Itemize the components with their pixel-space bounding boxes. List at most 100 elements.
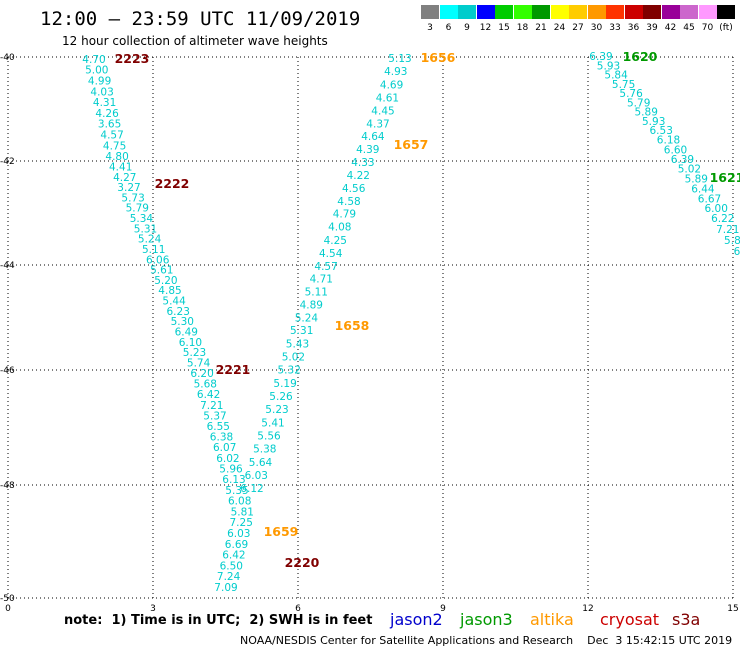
satellite-legend-item: altika xyxy=(530,610,574,629)
scale-label: (ft) xyxy=(719,23,733,33)
swh-value-track-b: 5.32 xyxy=(278,365,301,377)
swh-value-track-a: 6.03 xyxy=(227,528,250,540)
y-tick-label: -42 xyxy=(0,157,15,167)
swh-value-track-a: 5.81 xyxy=(231,506,254,518)
swh-value-track-a: 6.20 xyxy=(190,368,213,380)
scale-swatch xyxy=(439,5,458,19)
swh-value-track-a: 6.02 xyxy=(216,453,239,465)
scale-label: 3 xyxy=(427,23,433,33)
pass-time-label: 1656 xyxy=(421,50,456,65)
x-tick-label: 15 xyxy=(727,604,738,614)
x-tick-label: 9 xyxy=(440,604,446,614)
scale-label: 21 xyxy=(535,23,547,33)
swh-value-track-a: 5.35 xyxy=(225,485,248,497)
pass-time-label: 1659 xyxy=(264,524,299,539)
scale-swatch xyxy=(606,5,624,19)
swh-value-track-a: 4.03 xyxy=(90,86,113,98)
scale-label: 36 xyxy=(627,23,640,33)
scale-swatch xyxy=(513,5,532,19)
y-axis-ticks: -40 -42 -44 -46 -48 -50 xyxy=(0,53,15,604)
swh-value-track-b: 4.58 xyxy=(337,196,360,208)
swh-value-track-c: 7.21 xyxy=(716,224,739,236)
swh-value-track-b: 4.39 xyxy=(356,144,379,156)
swh-value-track-a: 5.31 xyxy=(134,223,157,235)
swh-value-track-a: 7.21 xyxy=(200,400,223,412)
swh-value-track-c: 6.53 xyxy=(650,125,673,137)
scale-swatch xyxy=(680,5,698,19)
map-grid xyxy=(7,56,734,599)
swh-value-track-c: 6.39 xyxy=(671,154,694,166)
swh-value-track-c: 5.8 xyxy=(724,235,740,247)
pass-time-label: 1658 xyxy=(335,318,370,333)
swh-value-track-a: 6.23 xyxy=(167,306,190,318)
swh-value-track-a: 5.79 xyxy=(126,203,149,215)
swh-value-track-a: 7.09 xyxy=(214,582,237,594)
scale-label: 70 xyxy=(701,23,714,33)
swh-value-track-c: 6.60 xyxy=(664,144,687,156)
page-title: 12:00 — 23:59 UTC 11/09/2019 xyxy=(40,8,361,30)
scale-swatch xyxy=(624,5,643,19)
swh-value-track-b: 4.89 xyxy=(300,299,323,311)
pass-time-label: 2222 xyxy=(155,176,190,191)
swh-value-track-c: 5.89 xyxy=(685,173,708,185)
swh-value-track-b: 4.45 xyxy=(371,106,394,118)
pass-time-label: 2223 xyxy=(115,51,150,66)
scale-label: 30 xyxy=(590,23,603,33)
y-tick-label: -48 xyxy=(0,481,15,491)
swh-value-track-c: 6.18 xyxy=(657,135,680,147)
swh-value-track-b: 4.79 xyxy=(333,209,356,221)
scale-swatch xyxy=(643,5,661,19)
swh-value-track-a: 4.41 xyxy=(109,162,132,174)
scale-swatch xyxy=(458,5,476,19)
swh-value-track-a: 6.55 xyxy=(207,421,230,433)
swh-value-track-a: 6.08 xyxy=(228,496,251,508)
swh-value-track-c: 6.39 xyxy=(589,51,612,63)
scale-swatch xyxy=(421,5,439,19)
swh-value-track-a: 4.57 xyxy=(100,130,123,142)
swh-value-track-c: 5.89 xyxy=(635,107,658,119)
swh-value-track-b: 5.11 xyxy=(305,287,328,299)
pass-time-label: 1657 xyxy=(394,137,429,152)
swh-value-track-b: 5.31 xyxy=(290,325,313,337)
altimeter-tracks: 4.705.004.994.034.314.263.654.574.754.80… xyxy=(82,51,740,594)
swh-value-track-a: 4.75 xyxy=(103,140,126,152)
swh-value-track-a: 5.74 xyxy=(187,357,211,369)
swh-value-track-a: 5.00 xyxy=(85,65,108,77)
swh-value-track-c: 6.67 xyxy=(698,193,721,205)
swh-value-track-a: 6.38 xyxy=(210,432,233,444)
swh-value-track-c: 5.93 xyxy=(597,60,620,72)
y-tick-label: -40 xyxy=(0,53,15,63)
footnote: note: 1) Time is in UTC; 2) SWH is in fe… xyxy=(64,613,373,628)
swh-value-track-a: 6.49 xyxy=(175,327,198,339)
swh-value-track-c: 5.76 xyxy=(619,88,643,100)
swh-value-track-a: 6.13 xyxy=(222,474,245,486)
scale-swatch xyxy=(717,5,735,19)
swh-value-track-a: 4.31 xyxy=(93,97,116,109)
swh-value-track-a: 6.50 xyxy=(220,560,243,572)
swh-value-track-a: 5.30 xyxy=(171,316,194,328)
scale-label: 33 xyxy=(609,23,621,33)
scale-swatch xyxy=(532,5,550,19)
swh-value-track-a: 5.34 xyxy=(130,213,154,225)
swh-value-track-a: 5.37 xyxy=(203,410,226,422)
scale-label: 39 xyxy=(646,23,658,33)
scale-label: 9 xyxy=(464,23,470,33)
swh-value-track-a: 4.85 xyxy=(158,285,181,297)
x-tick-label: 3 xyxy=(150,604,156,614)
x-tick-label: 0 xyxy=(5,604,11,614)
swh-value-track-b: 4.25 xyxy=(324,235,347,247)
satellite-legend-item: jason3 xyxy=(460,610,513,629)
scale-label: 6 xyxy=(445,23,452,33)
swh-value-track-c: 6.22 xyxy=(711,213,734,225)
swh-value-track-a: 4.70 xyxy=(82,54,105,66)
y-tick-label: -46 xyxy=(0,366,15,376)
swh-value-track-b: 5.64 xyxy=(249,457,273,469)
x-axis-ticks: 0 3 6 9 12 15 xyxy=(5,604,739,614)
swh-value-track-a: 5.68 xyxy=(194,379,217,391)
swh-value-track-b: 5.02 xyxy=(282,352,305,364)
swh-value-track-a: 4.99 xyxy=(88,76,111,88)
swh-value-track-b: 6.12 xyxy=(240,483,263,495)
swh-value-track-a: 3.27 xyxy=(117,182,140,194)
swh-value-track-a: 5.20 xyxy=(154,275,177,287)
